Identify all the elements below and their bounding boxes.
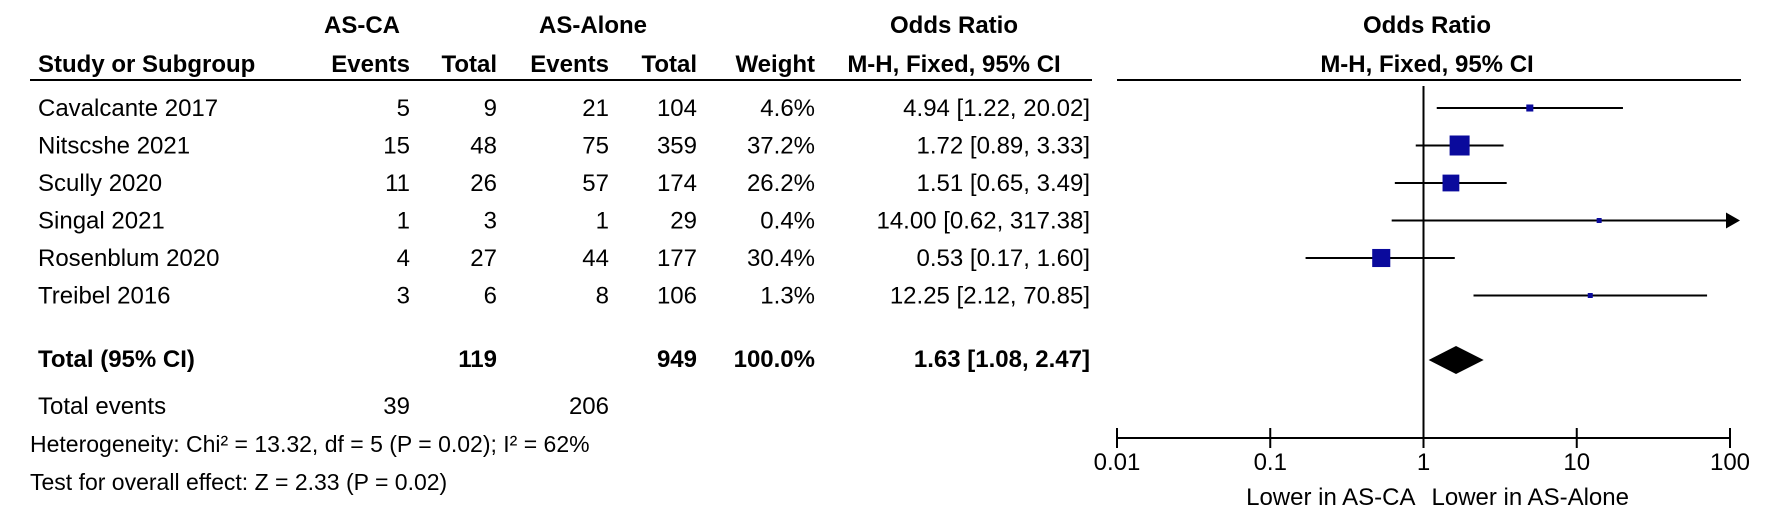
- ctrl-events: 44: [582, 245, 609, 272]
- ctrl-total: 359: [657, 133, 697, 160]
- exp-total: 27: [470, 245, 497, 272]
- ctrl-total: 106: [657, 283, 697, 310]
- weight-cell: 0.4%: [760, 208, 815, 235]
- x-tick-label: 1: [1417, 449, 1430, 476]
- column-header-ctrl-total: Total: [641, 51, 697, 78]
- ctrl-total: 174: [657, 170, 697, 197]
- exp-total: 26: [470, 170, 497, 197]
- study-name: Scully 2020: [38, 170, 162, 197]
- exp-total: 6: [484, 283, 497, 310]
- ctrl-events: 57: [582, 170, 609, 197]
- study-name: Nitscshe 2021: [38, 133, 190, 160]
- total-weight: 100.0%: [734, 346, 815, 373]
- column-header-study: Study or Subgroup: [38, 51, 255, 78]
- exp-events: 11: [385, 170, 410, 197]
- total-ctrl-total: 949: [657, 346, 697, 373]
- total-events-label: Total events: [38, 393, 166, 420]
- study-marker: [1372, 248, 1391, 268]
- ctrl-total: 29: [670, 208, 697, 235]
- weight-cell: 4.6%: [760, 95, 815, 122]
- group-header-effect: Odds Ratio: [890, 12, 1018, 39]
- group-header-control: AS-Alone: [539, 12, 647, 39]
- total-events-ctrl: 206: [569, 393, 609, 420]
- exp-total: 48: [470, 133, 497, 160]
- ctrl-events: 75: [582, 133, 609, 160]
- study-marker: [1442, 174, 1460, 192]
- ci-cell: 0.53 [0.17, 1.60]: [917, 245, 1090, 272]
- plot-title: Odds Ratio: [1363, 12, 1491, 39]
- column-header-weight: Weight: [735, 51, 815, 78]
- exp-total: 9: [484, 95, 497, 122]
- exp-events: 5: [397, 95, 410, 122]
- weight-cell: 30.4%: [747, 245, 815, 272]
- heterogeneity-text: Heterogeneity: Chi² = 13.32, df = 5 (P =…: [30, 431, 590, 457]
- x-tick-label: 0.1: [1254, 449, 1287, 476]
- exp-events: 1: [397, 208, 410, 235]
- weight-cell: 26.2%: [747, 170, 815, 197]
- weight-cell: 37.2%: [747, 133, 815, 160]
- ctrl-total: 104: [657, 95, 697, 122]
- study-marker: [1587, 293, 1593, 298]
- column-header-ctrl-events: Events: [530, 51, 609, 78]
- column-header-method: M-H, Fixed, 95% CI: [847, 51, 1060, 78]
- total-exp-total: 119: [458, 346, 497, 373]
- ctrl-events: 21: [582, 95, 609, 122]
- ctrl-events: 8: [596, 283, 609, 310]
- summary-diamond: [1428, 346, 1484, 374]
- x-tick-label: 0.01: [1094, 449, 1141, 476]
- group-header-experimental: AS-CA: [324, 12, 400, 39]
- ci-cell: 1.51 [0.65, 3.49]: [917, 170, 1090, 197]
- exp-total: 3: [484, 208, 497, 235]
- study-marker: [1526, 104, 1534, 112]
- study-marker: [1596, 218, 1602, 223]
- total-events-exp: 39: [383, 393, 410, 420]
- column-header-exp-events: Events: [331, 51, 410, 78]
- study-marker: [1449, 135, 1470, 156]
- ci-cell: 12.25 [2.12, 70.85]: [890, 283, 1090, 310]
- plot-area: 0.01 0.1 1 10 100 Lower in AS-CA Lower in AS-A…: [1094, 86, 1750, 511]
- favours-right-label: Lower in AS-Alone: [1432, 484, 1629, 511]
- total-label: Total (95% CI): [38, 346, 195, 373]
- study-name: Singal 2021: [38, 208, 165, 235]
- ctrl-events: 1: [596, 208, 609, 235]
- study-table: Cavalcante 2017 5 9 21 104 4.6% 4.94 [1.22, 20…: [38, 95, 1090, 310]
- plot-method: M-H, Fixed, 95% CI: [1320, 51, 1533, 78]
- exp-events: 15: [383, 133, 410, 160]
- overall-effect-text: Test for overall effect: Z = 2.33 (P = 0…: [30, 469, 447, 495]
- study-name: Cavalcante 2017: [38, 95, 218, 122]
- total-ci: 1.63 [1.08, 2.47]: [914, 346, 1090, 373]
- ci-arrow: [1726, 212, 1740, 229]
- exp-events: 3: [397, 283, 410, 310]
- study-name: Treibel 2016: [38, 283, 171, 310]
- exp-events: 4: [397, 245, 410, 272]
- weight-cell: 1.3%: [760, 283, 815, 310]
- ctrl-total: 177: [657, 245, 697, 272]
- x-tick-label: 100: [1710, 449, 1750, 476]
- column-header-exp-total: Total: [441, 51, 497, 78]
- ci-cell: 1.72 [0.89, 3.33]: [917, 133, 1090, 160]
- favours-left-label: Lower in AS-CA: [1246, 484, 1415, 511]
- ci-cell: 4.94 [1.22, 20.02]: [903, 95, 1090, 122]
- ci-cell: 14.00 [0.62, 317.38]: [876, 208, 1090, 235]
- x-tick-label: 10: [1563, 449, 1590, 476]
- study-name: Rosenblum 2020: [38, 245, 219, 272]
